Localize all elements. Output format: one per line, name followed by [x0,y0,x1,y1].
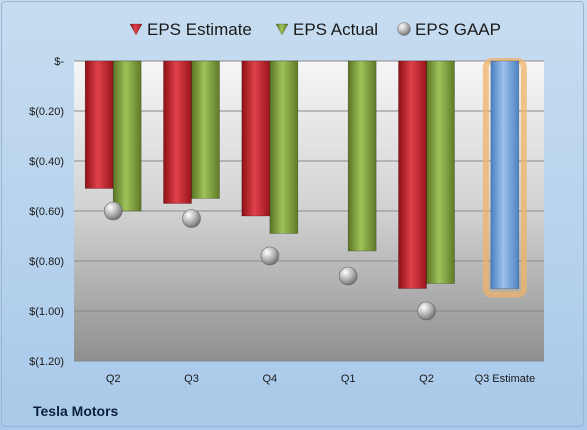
gaap-points [103,201,436,321]
forecast-bar [490,60,520,289]
legend-eps-estimate-swatch [129,23,143,36]
legend-eps-actual-swatch [275,23,289,36]
eps-estimate-bar [398,60,427,289]
legend-eps-actual-label: EPS Actual [293,20,378,39]
legend: EPS Estimate EPS Actual EPS GAAP [129,20,501,39]
y-tick-label: $(1.20) [29,356,64,368]
y-axis: $- $(0.20) $(0.40) $(0.60) $(0.80) $(1.00) $(1… [29,56,64,368]
y-tick-label: $(0.80) [29,256,64,268]
y-tick-label: $(0.40) [29,156,64,168]
eps-gaap-point [417,301,436,321]
legend-eps-gaap-label: EPS GAAP [415,20,501,39]
x-tick-label: Q4 [262,373,277,385]
x-tick-label: Q3 Estimate [475,373,536,385]
y-tick-label: $(1.00) [29,306,64,318]
eps-actual-bar [426,60,455,284]
eps-estimate-bar [241,60,271,217]
x-tick-label: Q3 [184,373,199,385]
eps-estimate-bar [84,60,114,189]
x-tick-label: Q1 [341,373,356,385]
y-tick-label: $(0.20) [29,106,64,118]
eps-gaap-point [182,209,201,228]
y-tick-label: $(0.60) [29,206,64,218]
eps-estimate-bar [163,60,192,204]
x-tick-label: Q2 [106,373,121,385]
eps-gaap-point [103,201,123,221]
company-label: Tesla Motors [33,403,119,419]
legend-eps-estimate-label: EPS Estimate [147,20,252,39]
legend-eps-gaap-swatch [397,22,411,36]
bars [84,58,527,298]
eps-gaap-point [338,266,358,286]
eps-actual-bar [191,60,220,199]
x-axis: Q2 Q3 Q4 Q1 Q2 Q3 Estimate [106,373,535,385]
grid-lines [74,60,544,362]
eps-actual-bar [347,60,377,252]
x-tick-label: Q2 [419,373,434,385]
y-tick-label: $- [54,56,64,68]
eps-actual-bar [269,60,299,234]
eps-gaap-point [260,246,280,266]
eps-actual-bar [112,60,142,212]
